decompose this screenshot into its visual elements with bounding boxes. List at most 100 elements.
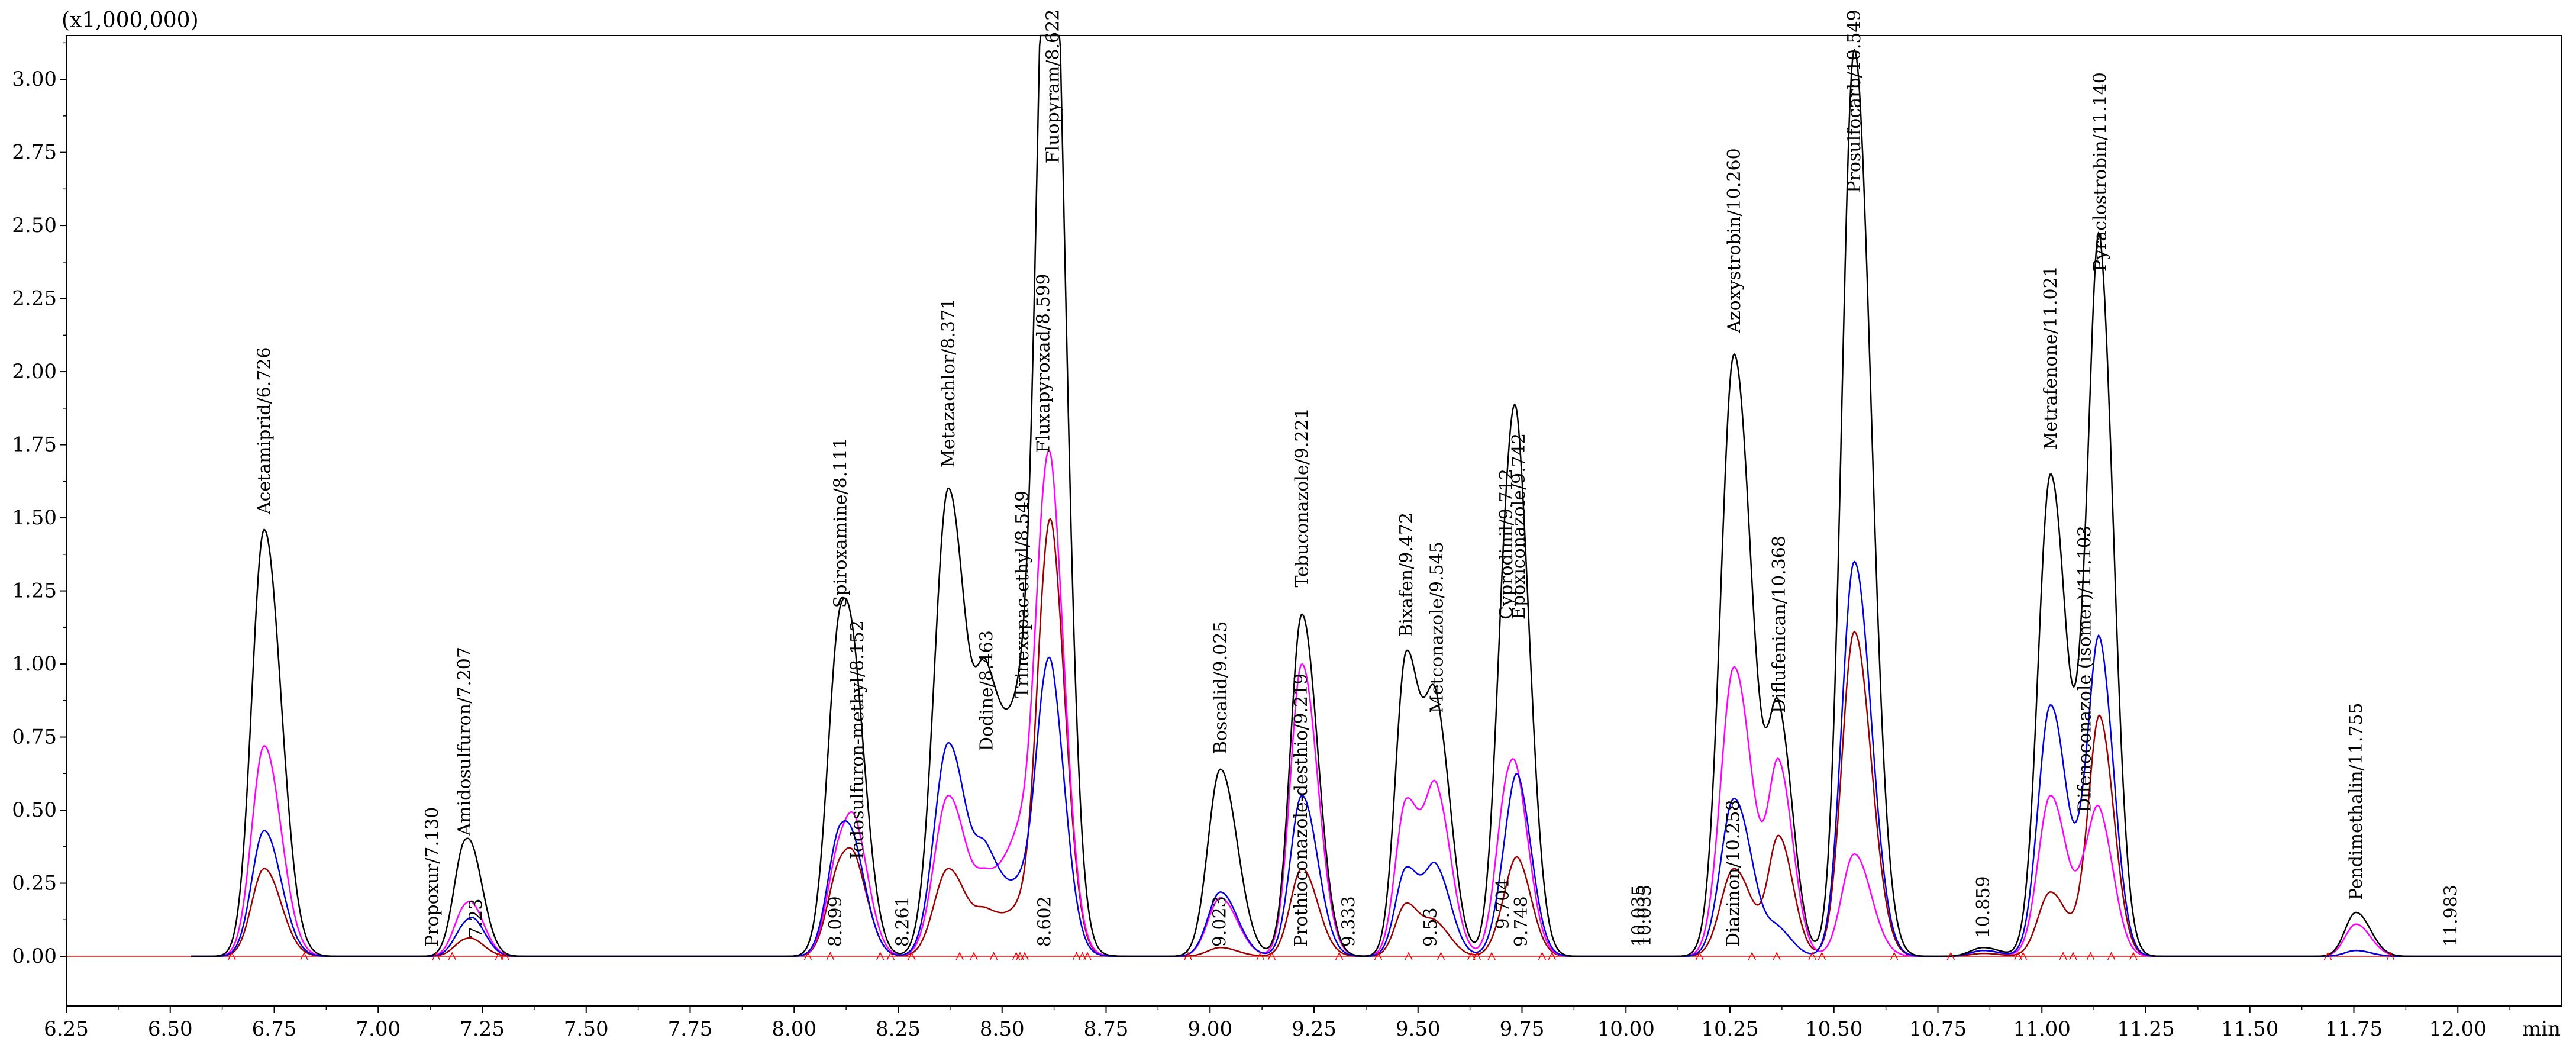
peak-label: 9.53 [1421,907,1441,947]
integration-mark [2069,952,2077,960]
integration-mark [989,952,998,960]
integration-mark [1890,952,1899,960]
x-tick-label: 10.75 [1909,1017,1967,1041]
peak-label: Difenoconazole (isomer)/11.103 [2075,525,2096,812]
baseline-marks-group [228,952,2395,960]
integration-mark [955,952,964,960]
x-tick-label: 10.25 [1701,1017,1758,1041]
x-tick-label: 8.25 [876,1017,921,1041]
peak-label: Spiroxamine/8.111 [830,437,851,608]
integration-mark [1437,952,1445,960]
integration-mark [1818,952,1826,960]
peak-label: Metazachlor/8.371 [938,298,959,467]
peak-label: 10.035 [1635,885,1655,947]
x-tick-label: 7.25 [460,1017,505,1041]
integration-mark [1184,952,1192,960]
x-tick-label: 9.25 [1292,1017,1337,1041]
integration-mark [2323,952,2332,960]
integration-mark [2386,952,2395,960]
integration-mark [501,952,509,960]
peak-label: 10.035 [1628,885,1649,947]
integration-mark [1256,952,1264,960]
integration-mark [2129,952,2138,960]
integration-mark [448,952,456,960]
x-tick-label: 6.25 [44,1017,89,1041]
integration-mark [803,952,812,960]
trace-group [66,34,2562,957]
y-tick-label: 1.50 [12,506,57,530]
integration-mark [886,952,895,960]
peak-label: Azoxystrobin/10.260 [1724,148,1745,333]
integration-mark [1405,952,1413,960]
y-tick-label: 0.50 [12,798,57,822]
x-tick-label: 8.50 [980,1017,1025,1041]
integration-mark [1748,952,1756,960]
peak-label: Boscalid/9.025 [1210,621,1231,754]
integration-mark [228,952,236,960]
peak-label: Iodosulfuron-methyl/8.152 [847,620,868,859]
peak-label: Diazinon/10.258 [1723,799,1744,947]
peak-label: Dodine/8.463 [977,630,998,751]
peak-label: 9.333 [1338,896,1359,947]
peak-label: Acetamiprid/6.726 [254,347,275,515]
integration-mark [1374,952,1383,960]
peak-label: 8.099 [825,896,846,947]
integration-mark [826,952,835,960]
integration-mark [2059,952,2067,960]
peak-label: 7.23 [466,899,486,939]
y-tick-label: 2.50 [12,214,57,237]
y-tick-label: 0.75 [12,725,57,749]
y-tick-label: 3.00 [12,67,57,91]
integration-mark [1467,952,1476,960]
y-scale-label: (x1,000,000) [62,8,199,33]
peak-label: Fluopyram/8.622 [1043,9,1064,164]
peak-label: Tebuconazole/9.221 [1292,408,1313,587]
x-tick-label: 7.75 [668,1017,713,1041]
peak-label: Fluxapyroxad/8.599 [1033,273,1054,453]
integration-mark [2086,952,2095,960]
peak-label: Prothioconazole-desthio/9.219 [1291,673,1312,947]
x-tick-label: 10.00 [1597,1017,1655,1041]
integration-mark [1021,952,1029,960]
integration-mark [970,952,978,960]
peak-label: Bixafen/9.472 [1396,512,1417,637]
peak-label: Pyraclostrobin/11.140 [2090,72,2111,272]
x-tick-label: 12.00 [2429,1017,2487,1041]
integration-mark [1538,952,1547,960]
integration-mark [1267,952,1276,960]
x-tick-label: 6.50 [148,1017,193,1041]
integration-mark [2014,952,2022,960]
peak-label: 8.261 [893,896,913,947]
y-tick-label: 0.25 [12,872,57,895]
integration-mark [876,952,885,960]
axes-group: (x1,000,000) 0.00 0.25 0.50 0.75 1.00 1.25 1.50… [12,8,2562,1041]
x-tick-label: 9.00 [1187,1017,1232,1041]
peak-label: Diflufenican/10.368 [1769,536,1790,713]
x-tick-label: 10.50 [1805,1017,1862,1041]
y-tick-label: 2.25 [12,287,57,311]
y-tick-label: 1.75 [12,433,57,457]
integration-mark [1083,952,1092,960]
peak-label: 9.023 [1209,896,1230,947]
x-tick-label: 11.50 [2221,1017,2278,1041]
x-tick-label: 11.25 [2117,1017,2174,1041]
y-tick-label: 2.00 [12,360,57,383]
integration-mark [1946,952,1955,960]
peak-label: 10.859 [1973,876,1994,938]
integration-mark [908,952,916,960]
y-tick-label: 1.25 [12,579,57,603]
integration-mark [2107,952,2116,960]
peak-label: 11.983 [2441,885,2461,947]
peak-label: Trinexapac-ethyl/8.549 [1012,491,1033,699]
peak-annotation-group: Acetamiprid/6.726 Propoxur/7.130 Amidosulf… [254,9,2462,947]
integration-mark [1335,952,1344,960]
y-tick-label: 2.75 [12,141,57,165]
peak-label: 9.748 [1511,896,1532,947]
peak-label: Propoxur/7.130 [422,807,443,947]
x-tick-label: 8.75 [1084,1017,1129,1041]
trace-black [191,34,2562,957]
peak-label: Pendimethalin/11.755 [2346,702,2367,900]
